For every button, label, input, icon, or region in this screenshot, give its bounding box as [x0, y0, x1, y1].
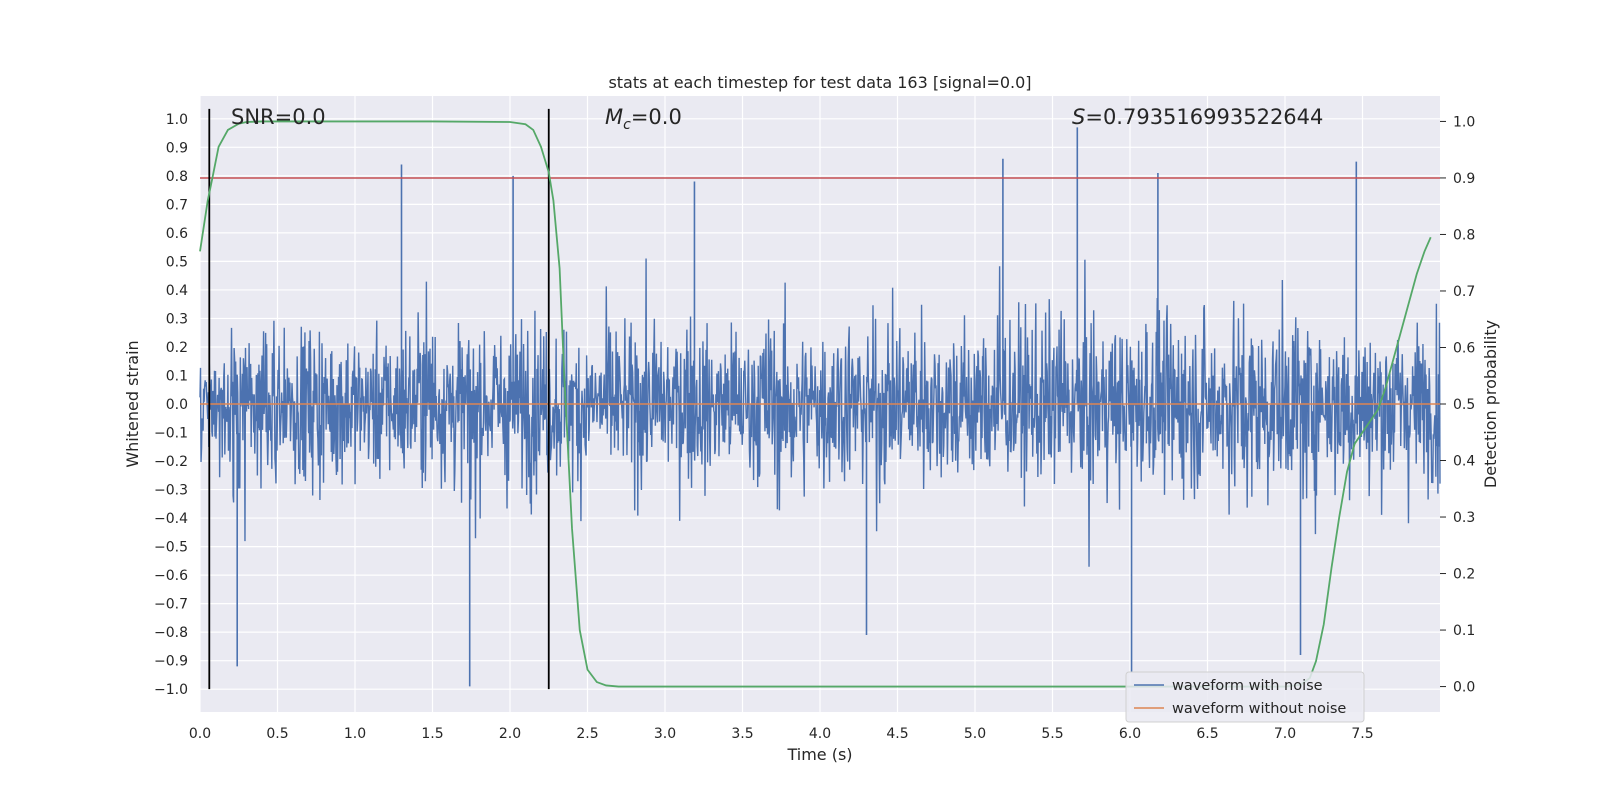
y-right-tick-label: 0.2: [1453, 567, 1475, 583]
x-tick-label: 3.0: [654, 726, 676, 742]
x-tick-label: 2.5: [576, 726, 598, 742]
y-left-tick-label: 0.2: [166, 340, 188, 356]
legend-box: [1125, 671, 1365, 723]
y-right-tick-label: 0.7: [1453, 284, 1475, 300]
x-tick-label: 1.5: [421, 726, 443, 742]
y-left-tick-label: 1.0: [166, 112, 188, 128]
legend-label-clean: waveform without noise: [1172, 701, 1346, 717]
y-axis-left-ticks: −1.0 −0.9 −0.8 −0.7 −0.6 −0.5 −0.4 −0.3 −0.2 −0.1…: [154, 112, 188, 698]
y-right-tick-label: 0.5: [1453, 397, 1475, 413]
x-tick-label: 0.5: [266, 726, 288, 742]
y-left-tick-label: 0.8: [166, 169, 188, 185]
x-tick-label: 6.5: [1196, 726, 1218, 742]
detection-probability-line: [199, 120, 1432, 688]
y-right-tick-label: 0.4: [1453, 454, 1475, 470]
y-left-tick-label: −0.4: [154, 511, 188, 527]
legend-label-noisy: waveform with noise: [1172, 678, 1323, 694]
y-right-tick-label: 0.9: [1453, 171, 1475, 187]
annotation-snr: SNR=0.0: [231, 105, 326, 129]
y-right-tick-label: 0.0: [1453, 680, 1475, 696]
y-left-tick-label: 0.7: [166, 197, 188, 213]
annotation-s-value: =0.793516993522644: [1085, 105, 1323, 129]
x-axis-label: Time (s): [786, 745, 852, 764]
y-left-tick-label: 0.4: [166, 283, 188, 299]
y-left-tick-label: 0.3: [166, 311, 188, 327]
x-tick-label: 2.0: [499, 726, 521, 742]
annotation-chirp-mass: Mc=0.0: [605, 105, 682, 133]
y-left-tick-label: −0.9: [154, 654, 188, 670]
y-right-tick-label: 0.8: [1453, 227, 1475, 243]
y-left-tick-label: 0.9: [166, 140, 188, 156]
y-axis-right-label: Detection probability: [1481, 320, 1500, 488]
y-axis-right-ticks: 0.0 0.1 0.2 0.3 0.4 0.5 0.6 0.7 0.8 0.9 1.0: [1440, 114, 1475, 696]
annotation-chirp-mass-subscript: c: [623, 117, 631, 133]
legend: waveform with noise waveform without noi…: [1125, 671, 1365, 723]
y-left-tick-label: −0.5: [154, 540, 188, 556]
x-tick-label: 3.5: [731, 726, 753, 742]
y-left-tick-label: 0.0: [166, 397, 188, 413]
x-tick-label: 0.0: [189, 726, 211, 742]
series-waveform-with-noise: [199, 127, 1441, 687]
plot-area: [199, 108, 1441, 690]
x-tick-label: 7.0: [1274, 726, 1296, 742]
x-tick-label: 1.0: [344, 726, 366, 742]
annotation-chirp-mass-symbol: M: [605, 105, 623, 129]
y-left-tick-label: −0.1: [154, 426, 188, 442]
y-right-tick-label: 0.3: [1453, 510, 1475, 526]
annotation-s: S=0.793516993522644: [1072, 105, 1323, 129]
x-tick-label: 6.0: [1119, 726, 1141, 742]
chart-title: stats at each timestep for test data 163…: [608, 73, 1031, 92]
y-right-tick-label: 1.0: [1453, 114, 1475, 130]
x-axis-ticks: 0.0 0.5 1.0 1.5 2.0 2.5 3.0 3.5 4.0 4.5 5.0 5.5 6.0 6…: [189, 726, 1374, 742]
y-left-tick-label: −0.6: [154, 568, 188, 584]
y-left-tick-label: 0.6: [166, 226, 188, 242]
y-left-tick-label: −0.7: [154, 597, 188, 613]
y-left-tick-label: 0.5: [166, 254, 188, 270]
y-left-tick-label: −1.0: [154, 682, 188, 698]
x-tick-label: 4.5: [886, 726, 908, 742]
y-left-tick-label: −0.3: [154, 483, 188, 499]
x-tick-label: 5.0: [964, 726, 986, 742]
x-tick-label: 5.5: [1041, 726, 1063, 742]
y-left-tick-label: −0.8: [154, 625, 188, 641]
y-axis-left-label: Whitened strain: [123, 340, 142, 467]
y-right-tick-label: 0.6: [1453, 340, 1475, 356]
y-left-tick-label: −0.2: [154, 454, 188, 470]
x-tick-label: 4.0: [809, 726, 831, 742]
annotation-chirp-mass-value: =0.0: [631, 105, 682, 129]
x-tick-label: 7.5: [1351, 726, 1373, 742]
annotation-s-symbol: S: [1072, 105, 1085, 129]
overlays: [199, 108, 1440, 690]
y-left-tick-label: 0.1: [166, 368, 188, 384]
y-right-tick-label: 0.1: [1453, 623, 1475, 639]
